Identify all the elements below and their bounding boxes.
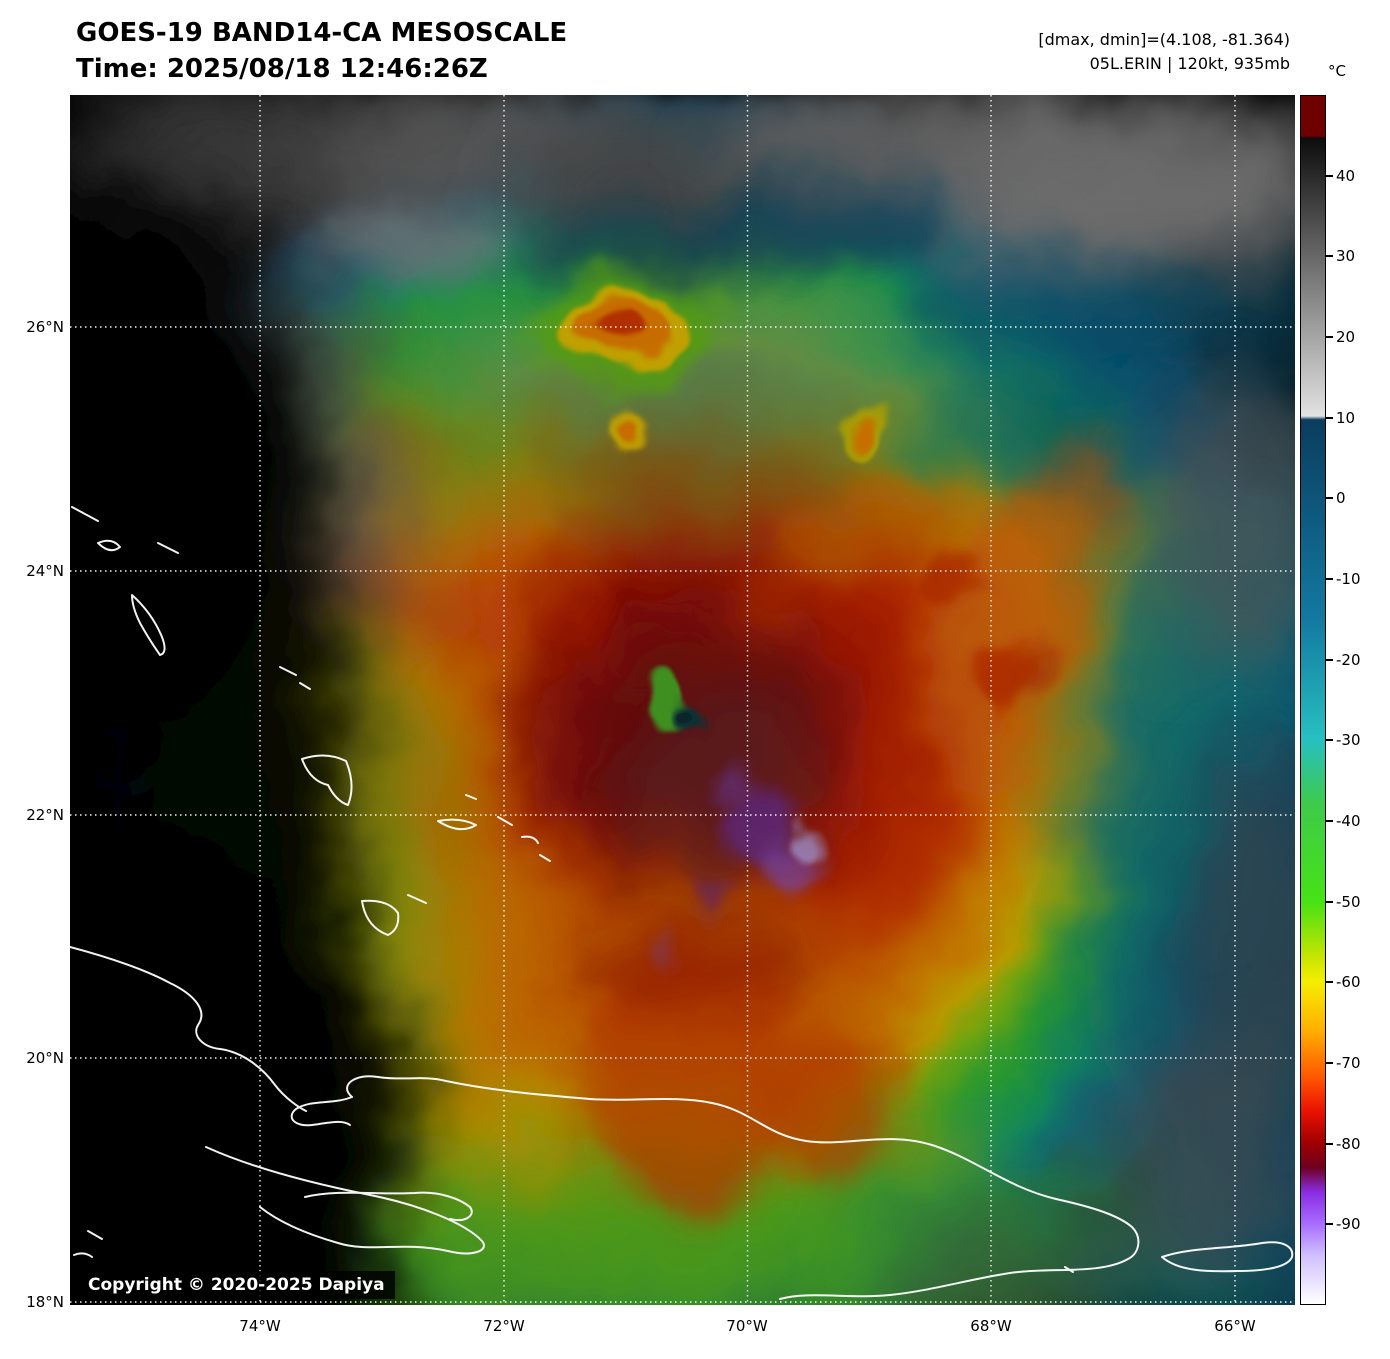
colorbar-tick-label: -60 bbox=[1325, 972, 1388, 992]
colorbar-tick-label: 20 bbox=[1325, 327, 1388, 347]
lon-label-70w: 70°W bbox=[726, 1317, 768, 1335]
sensor-grain-texture bbox=[70, 95, 1295, 1305]
lon-label-72w: 72°W bbox=[483, 1317, 525, 1335]
page-title: GOES-19 BAND14-CA MESOSCALE bbox=[76, 18, 568, 48]
lat-label-20n: 20°N bbox=[26, 1049, 64, 1067]
coastlines-layer bbox=[69, 506, 1294, 1300]
lon-label-74w: 74°W bbox=[239, 1317, 281, 1335]
colorbar-tick-label: -50 bbox=[1325, 892, 1388, 912]
colorbar-tick-label: -90 bbox=[1325, 1214, 1388, 1234]
dmax-dmin-readout: [dmax, dmin]=(4.108, -81.364) bbox=[1038, 30, 1290, 49]
storm-info-readout: 05L.ERIN | 120kt, 935mb bbox=[1089, 54, 1290, 73]
colorbar-tick-label: 0 bbox=[1325, 488, 1388, 508]
lat-label-18n: 18°N bbox=[26, 1293, 64, 1311]
header-readouts: [dmax, dmin]=(4.108, -81.364) 05L.ERIN |… bbox=[1038, 28, 1290, 76]
lat-label-26n: 26°N bbox=[26, 318, 64, 336]
colorbar-tick-label: 10 bbox=[1325, 408, 1388, 428]
lon-label-66w: 66°W bbox=[1214, 1317, 1256, 1335]
colorbar-tick-label: 40 bbox=[1325, 166, 1388, 186]
gridlines-layer bbox=[70, 95, 1295, 1305]
colorbar-tick-label: -20 bbox=[1325, 650, 1388, 670]
lat-label-22n: 22°N bbox=[26, 806, 64, 824]
colorbar-gradient bbox=[1300, 95, 1326, 1305]
lat-label-24n: 24°N bbox=[26, 562, 64, 580]
lon-label-68w: 68°W bbox=[970, 1317, 1012, 1335]
colorbar-tick-label: -40 bbox=[1325, 811, 1388, 831]
image-timestamp: Time: 2025/08/18 12:46:26Z bbox=[76, 54, 488, 84]
colorbar-tick-label: -30 bbox=[1325, 730, 1388, 750]
colorbar-tick-label: -10 bbox=[1325, 569, 1388, 589]
colorbar-tick-label: -70 bbox=[1325, 1053, 1388, 1073]
satellite-ir-image bbox=[0, 75, 1390, 1359]
colorbar-tick-label: -80 bbox=[1325, 1134, 1388, 1154]
satellite-map-panel bbox=[0, 75, 1390, 1359]
colorbar-unit-label: °C bbox=[1328, 62, 1346, 80]
colorbar-tick-label: 30 bbox=[1325, 246, 1388, 266]
copyright-label: Copyright © 2020-2025 Dapiya bbox=[78, 1271, 395, 1299]
